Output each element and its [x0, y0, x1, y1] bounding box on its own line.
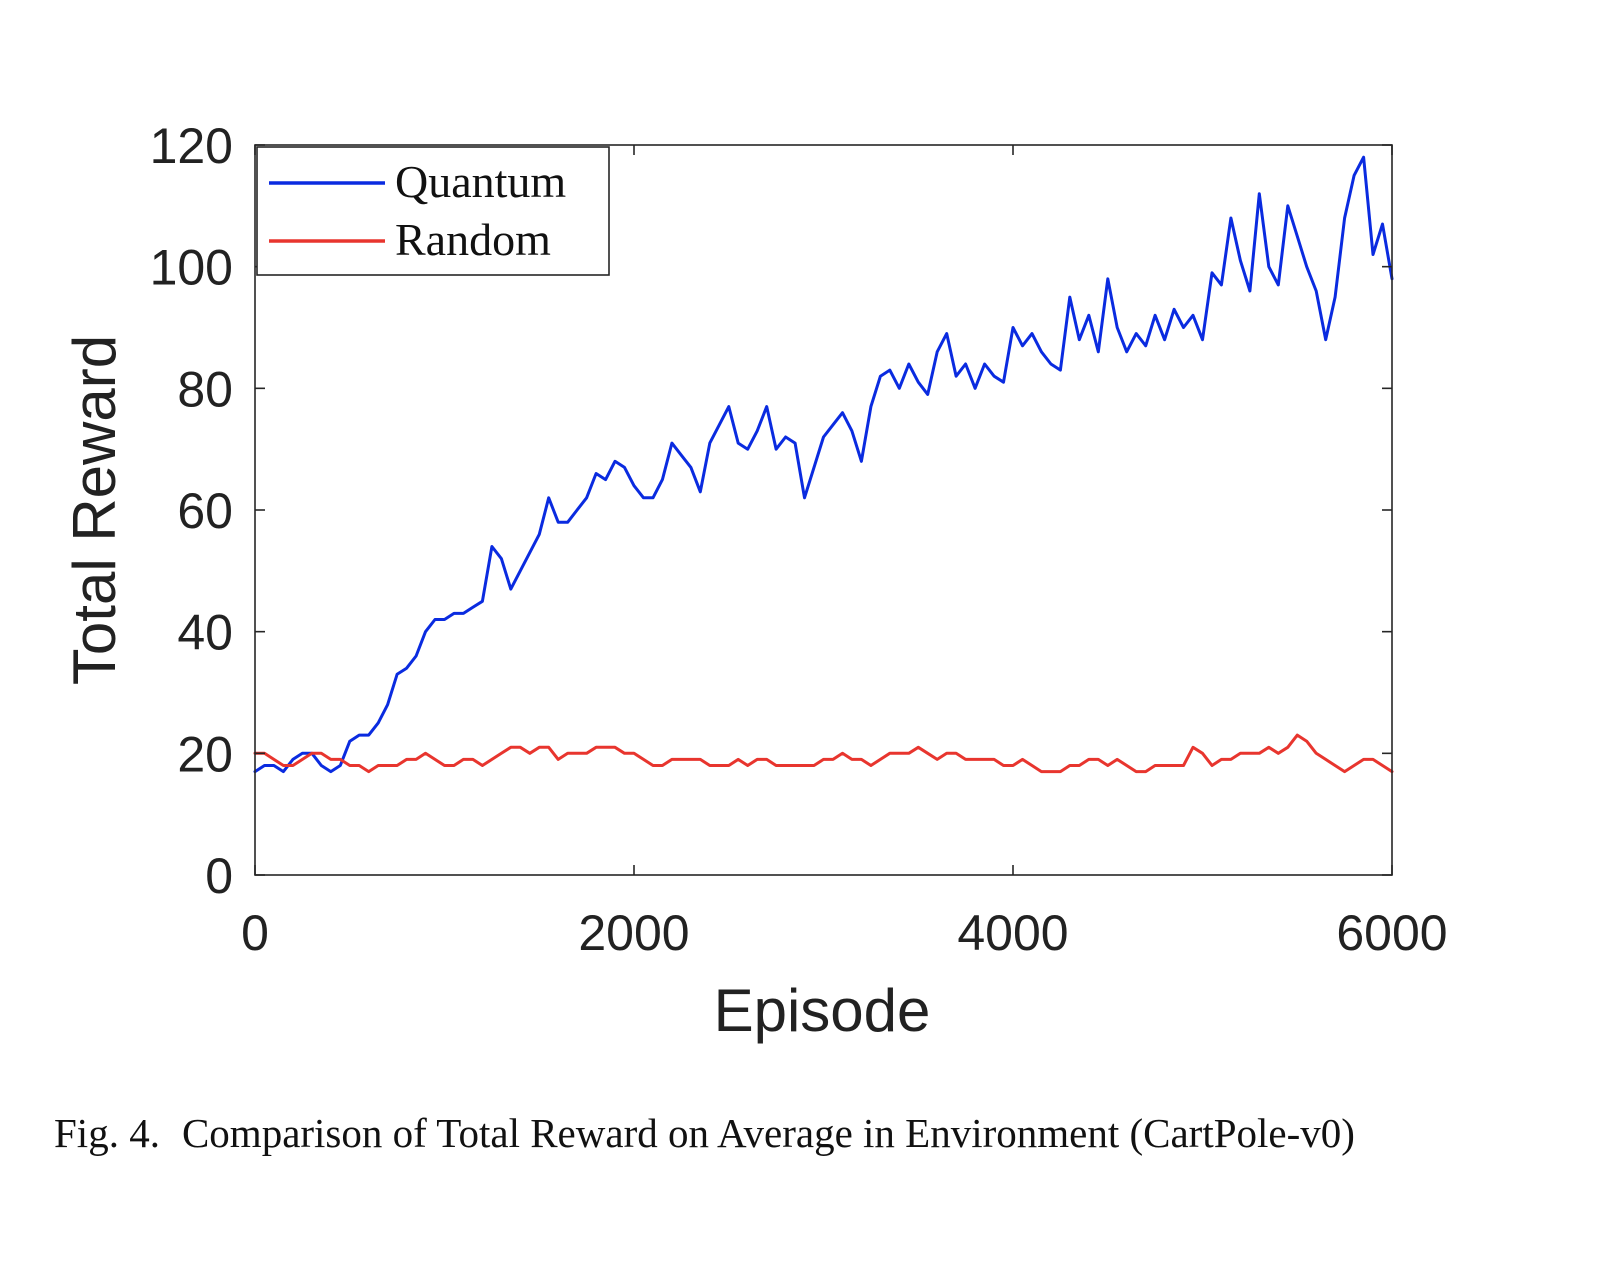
- caption-text: Comparison of Total Reward on Average in…: [181, 1110, 1355, 1156]
- legend: Quantum Random: [256, 146, 610, 276]
- x-tick-label: 0: [241, 905, 269, 961]
- axes-layer: 0 2000 4000 6000 0 20 40 60 80 100 120: [150, 118, 1448, 961]
- y-tick-label: 100: [150, 240, 233, 296]
- legend-box: [256, 146, 610, 276]
- y-tick-label: 120: [150, 118, 233, 174]
- x-tick-label: 4000: [957, 905, 1068, 961]
- legend-label-quantum: Quantum: [395, 156, 566, 207]
- figure-caption: Fig. 4. Comparison of Total Reward on Ave…: [54, 1110, 1544, 1156]
- x-tick-label: 6000: [1336, 905, 1447, 961]
- y-tick-label: 20: [177, 726, 233, 782]
- legend-label-random: Random: [395, 214, 551, 265]
- figure-number: Fig. 4.: [54, 1110, 160, 1156]
- y-tick-label: 60: [177, 483, 233, 539]
- y-axis-title: Total Reward: [61, 335, 128, 685]
- y-tick-label: 80: [177, 361, 233, 417]
- line-chart: 0 2000 4000 6000 0 20 40 60 80 100 120 Quantum Rand…: [61, 118, 1448, 1044]
- x-axis-title: Episode: [714, 977, 931, 1044]
- series-line-random: [253, 733, 1394, 774]
- series-line-quantum: [253, 155, 1394, 774]
- y-tick-label: 0: [205, 848, 233, 904]
- series-layer: [253, 155, 1394, 774]
- x-tick-label: 2000: [578, 905, 689, 961]
- y-tick-label: 40: [177, 605, 233, 661]
